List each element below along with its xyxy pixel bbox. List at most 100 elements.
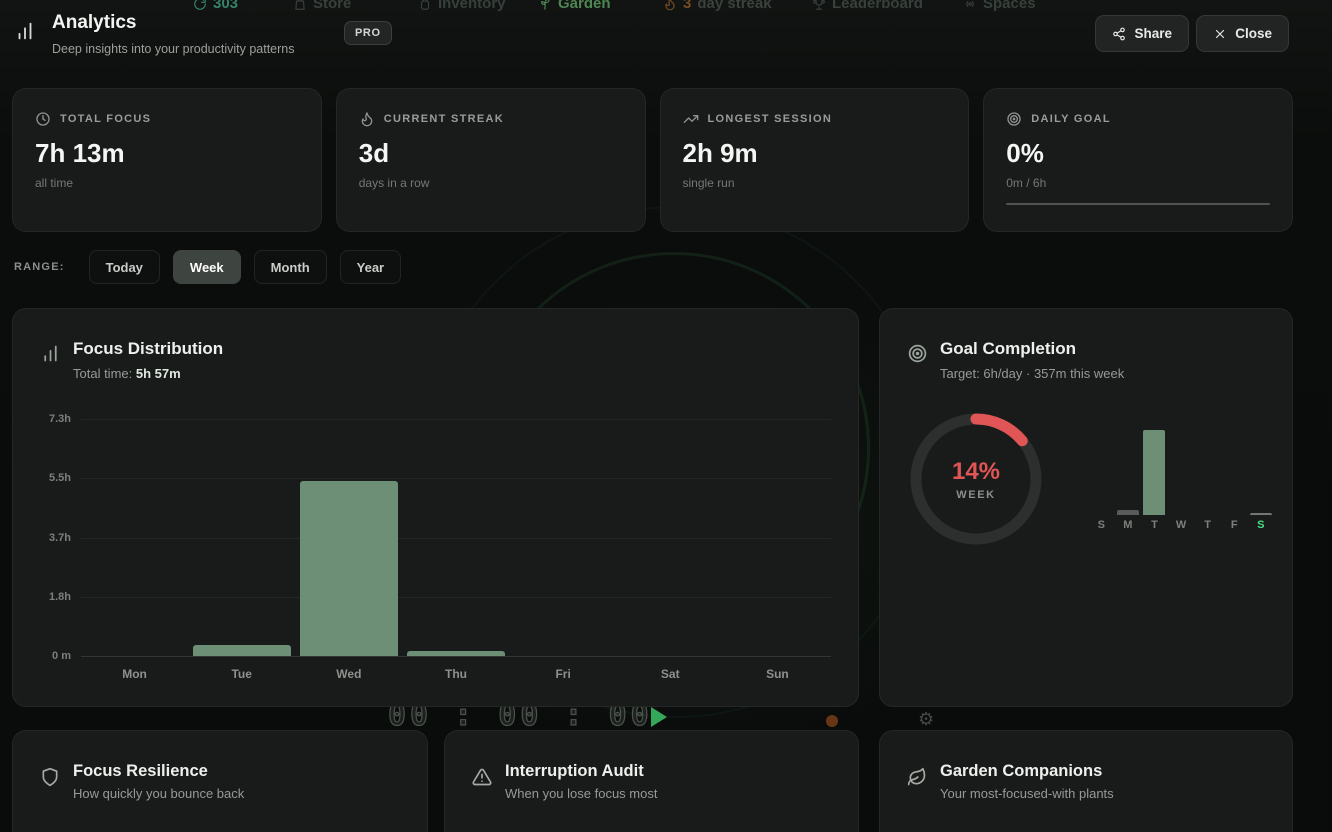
- y-axis-label: 3.7h: [48, 531, 71, 544]
- range-button-month[interactable]: Month: [253, 250, 327, 284]
- bar-chart-icon: [40, 343, 61, 369]
- focus-bar-wed: [299, 480, 398, 656]
- nav-coins: 303: [193, 0, 238, 12]
- mini-day-label: T: [1204, 519, 1211, 531]
- range-selector: RANGE: Today Week Month Year: [14, 250, 414, 284]
- total-time-value: 5h 57m: [135, 366, 181, 381]
- stat-value: 0%: [1006, 138, 1044, 168]
- stat-caption: single run: [682, 176, 735, 190]
- garden-companions-subtitle: Your most-focused-with plants: [940, 786, 1114, 801]
- mini-day-label: W: [1175, 519, 1187, 531]
- goal-completion-target: Target: 6h/day · 357m this week: [940, 366, 1125, 381]
- grid-line: [81, 478, 831, 480]
- garden-companions-title: Garden Companions: [940, 762, 1103, 780]
- focus-distribution-card: Focus Distribution Total time: 5h 57m 7.…: [12, 308, 859, 707]
- y-axis-label: 5.5h: [48, 472, 71, 485]
- donut-progress-arc: [910, 413, 1042, 545]
- range-button-today[interactable]: Today: [88, 250, 160, 284]
- play-icon: [651, 707, 667, 727]
- stat-card-daily-goal: DAILY GOAL 0% 0m / 6h: [983, 88, 1293, 232]
- goal-period: WEEK: [956, 488, 996, 501]
- close-label: Close: [1235, 26, 1272, 41]
- stat-label: LONGEST SESSION: [707, 113, 833, 125]
- gear-icon: ⚙: [918, 709, 935, 729]
- total-time-label: Total time:: [73, 366, 133, 381]
- stat-value: 7h 13m: [35, 138, 125, 168]
- focus-total-time: Total time: 5h 57m: [73, 366, 181, 381]
- nav-spaces: Spaces: [963, 0, 1036, 12]
- range-button-year[interactable]: Year: [339, 250, 402, 284]
- donut-center: 14% WEEK: [906, 409, 1046, 549]
- focus-resilience-card: Focus Resilience How quickly you bounce …: [12, 730, 428, 832]
- stat-caption: all time: [35, 176, 74, 190]
- goal-completion-card: Goal Completion Target: 6h/day · 357m th…: [879, 308, 1293, 707]
- nav-garden-label: Garden: [558, 0, 611, 12]
- trending-up-icon: [683, 115, 698, 123]
- focus-bar-tue: [192, 644, 291, 656]
- stats-row: TOTAL FOCUS 7h 13m all time CURRENT STRE…: [12, 88, 1293, 232]
- stat-card-current-streak: CURRENT STREAK 3d days in a row: [335, 88, 646, 232]
- x-axis-label: Wed: [336, 667, 362, 681]
- focus-distribution-title: Focus Distribution: [73, 339, 224, 358]
- backpack-icon: [420, 0, 430, 10]
- trophy-icon: [813, 0, 825, 10]
- share-label: Share: [1134, 26, 1172, 41]
- mini-day-label: S: [1097, 519, 1105, 531]
- stat-label: CURRENT STREAK: [383, 113, 505, 125]
- focus-resilience-title: Focus Resilience: [73, 762, 208, 780]
- stat-card-total-focus: TOTAL FOCUS 7h 13m all time: [12, 88, 322, 232]
- y-axis-label: 1.8h: [48, 590, 71, 603]
- grid-line: [81, 596, 831, 598]
- x-axis-label: Sun: [766, 667, 789, 681]
- clock-icon: [36, 112, 50, 126]
- mini-bar-day-1: [1116, 509, 1139, 515]
- pro-badge: PRO: [344, 21, 392, 45]
- interruption-audit-title: Interruption Audit: [505, 762, 644, 780]
- nav-garden: Garden: [538, 0, 611, 12]
- share-button[interactable]: Share: [1095, 15, 1189, 52]
- nav-leaderboard: Leaderboard: [812, 0, 923, 12]
- x-axis-label: Sat: [660, 667, 680, 681]
- goal-donut-chart: 14% WEEK: [906, 409, 1046, 549]
- y-axis-label: 7.3h: [48, 413, 71, 425]
- mini-day-label: F: [1230, 519, 1238, 531]
- y-axis-label: 0 m: [52, 650, 71, 662]
- flame-icon: [665, 0, 675, 10]
- stat-caption: days in a row: [358, 176, 430, 190]
- alert-triangle-icon: [472, 767, 492, 792]
- range-button-week[interactable]: Week: [172, 250, 241, 284]
- x-axis-label: Tue: [231, 667, 252, 681]
- mini-day-label: T: [1151, 519, 1158, 531]
- grid-line: [81, 656, 831, 657]
- target-icon: [1007, 112, 1021, 126]
- refresh-coin-icon: [194, 0, 206, 10]
- stat-label: TOTAL FOCUS: [60, 113, 152, 125]
- nav-leaderboard-label: Leaderboard: [832, 0, 923, 12]
- stat-value: 2h 9m: [682, 138, 758, 168]
- daily-goal-progress: [1006, 203, 1270, 205]
- close-icon: [1216, 29, 1225, 38]
- streak-count: 3: [683, 0, 692, 12]
- weekly-mini-bar-chart: [1088, 427, 1274, 515]
- nav-spaces-label: Spaces: [983, 0, 1036, 12]
- stat-card-longest-session: LONGEST SESSION 2h 9m single run: [659, 88, 970, 232]
- broadcast-icon: [966, 0, 974, 7]
- interruption-audit-card: Interruption Audit When you lose focus m…: [444, 730, 859, 832]
- mini-day-label: M: [1123, 519, 1133, 531]
- mini-day-label: S: [1257, 519, 1265, 531]
- garden-companions-card: Garden Companions Your most-focused-with…: [879, 730, 1293, 832]
- mini-bar-day-6: [1249, 512, 1272, 515]
- range-label: RANGE:: [14, 261, 65, 273]
- close-button[interactable]: Close: [1196, 15, 1289, 52]
- mini-bar-day-2: [1143, 430, 1166, 515]
- nav-inventory: Inventory: [418, 0, 506, 12]
- x-axis-label: Fri: [555, 667, 571, 681]
- interruption-audit-subtitle: When you lose focus most: [505, 786, 658, 801]
- goal-completion-title: Goal Completion: [940, 339, 1076, 358]
- nav-store-label: Store: [313, 0, 352, 12]
- leaf-icon: [907, 767, 927, 792]
- target-icon: [907, 343, 928, 369]
- coins-count: 303: [213, 0, 239, 12]
